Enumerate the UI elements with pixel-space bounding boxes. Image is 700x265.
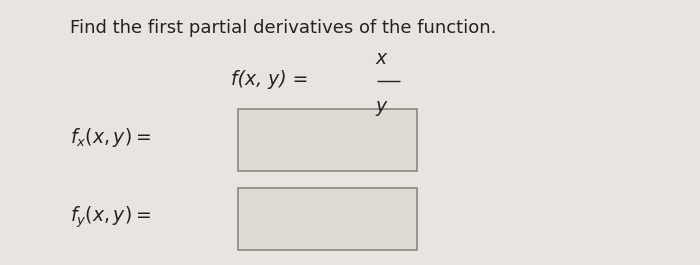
Text: $f_x(x, y) =$: $f_x(x, y) =$: [70, 126, 150, 149]
FancyBboxPatch shape: [238, 109, 416, 171]
Text: f(x, y) =: f(x, y) =: [231, 70, 314, 89]
Text: y: y: [376, 97, 387, 116]
Text: Find the first partial derivatives of the function.: Find the first partial derivatives of th…: [70, 19, 496, 37]
Text: $f_y(x, y) =$: $f_y(x, y) =$: [70, 205, 150, 230]
Text: x: x: [376, 48, 387, 68]
FancyBboxPatch shape: [238, 188, 416, 250]
